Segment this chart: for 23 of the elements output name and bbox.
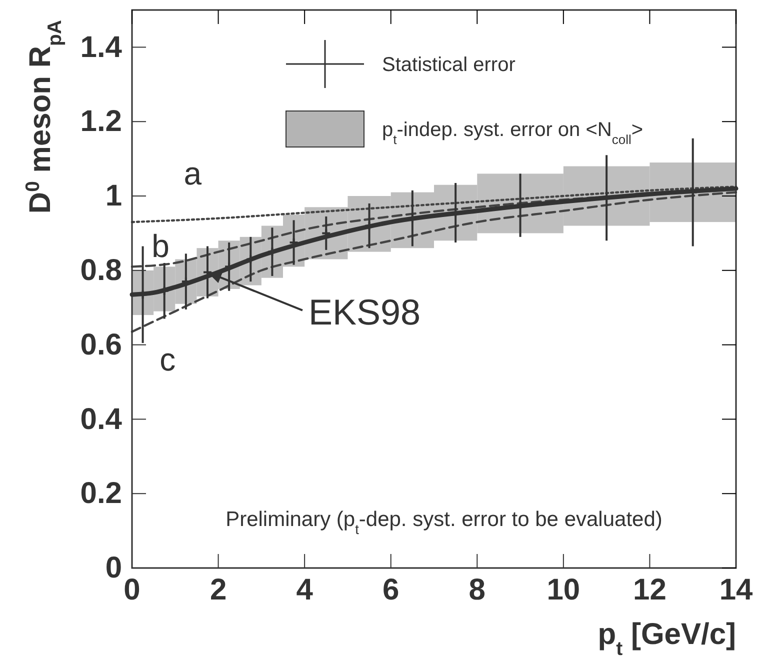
x-tick-label: 2 <box>210 573 227 606</box>
x-tick-label: 14 <box>719 573 753 606</box>
annotation: c <box>160 341 176 378</box>
annotation: Preliminary (p$_{t}$-dep. syst. error to be evaluated) <box>226 508 662 536</box>
x-tick-label: 6 <box>382 573 400 606</box>
y-tick-label: 1 <box>105 180 122 213</box>
x-axis-title: p$_{t}$ [GeV/c] <box>598 618 736 658</box>
annotation: EKS98 <box>308 291 421 332</box>
annotation: b <box>152 228 170 264</box>
y-tick-label: 1.4 <box>80 30 122 64</box>
x-tick-label: 10 <box>546 573 580 606</box>
y-tick-label: 0.8 <box>80 254 122 287</box>
y-tick-label: 0.6 <box>80 328 122 362</box>
legend-label: p$_{t}$-indep. syst. error on <N$_{coll}$> <box>382 119 644 146</box>
x-tick-label: 12 <box>633 573 666 606</box>
x-tick-label: 4 <box>296 573 314 606</box>
annotation: a <box>184 155 202 192</box>
legend-label: Statistical error <box>382 54 516 76</box>
y-tick-label: 0 <box>105 552 122 585</box>
y-tick-label: 1.2 <box>80 105 122 138</box>
y-tick-label: 0.4 <box>80 402 122 436</box>
y-tick-label: 0.2 <box>80 477 122 510</box>
x-tick-label: 8 <box>468 573 486 606</box>
